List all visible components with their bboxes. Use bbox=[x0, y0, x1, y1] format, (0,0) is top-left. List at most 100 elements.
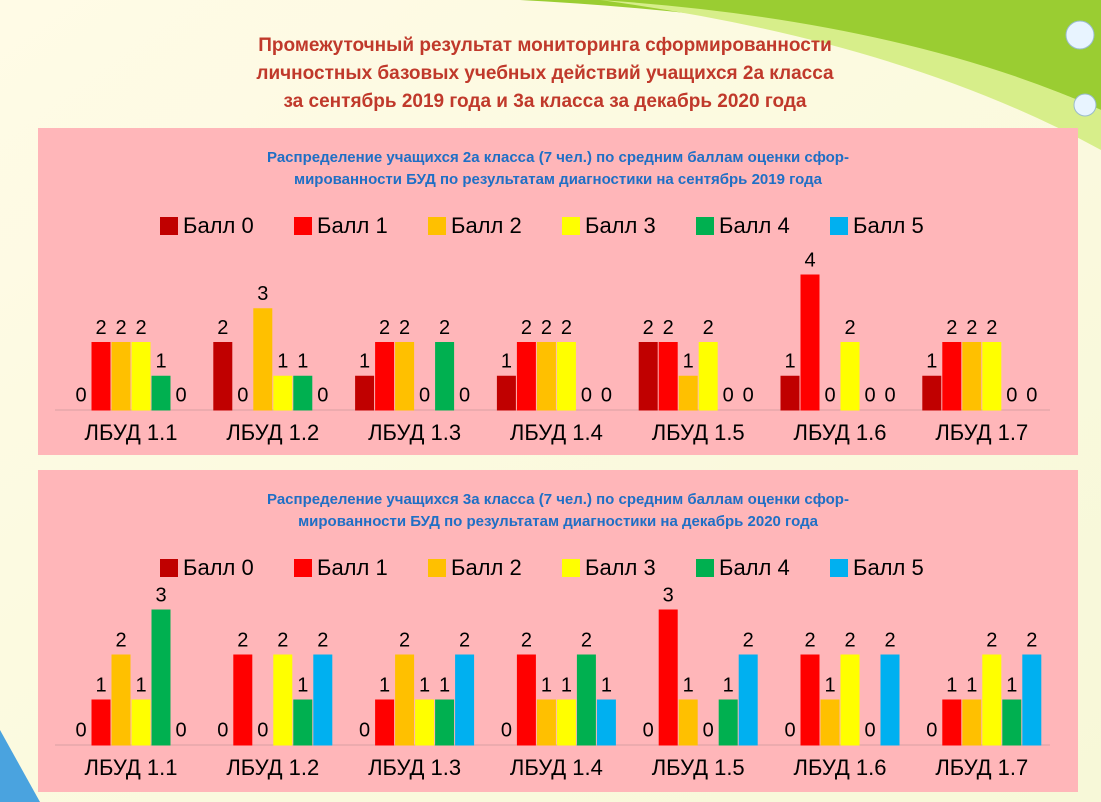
chart-title: мированности БУД по результатам диагност… bbox=[298, 513, 819, 530]
bar bbox=[151, 375, 171, 411]
bar bbox=[233, 654, 253, 746]
data-label: 0 bbox=[864, 719, 875, 741]
data-label: 1 bbox=[1006, 674, 1017, 696]
bar bbox=[435, 699, 455, 746]
bar bbox=[516, 342, 536, 411]
data-label: 2 bbox=[986, 317, 997, 339]
legend-label: Балл 3 bbox=[585, 555, 656, 580]
data-label: 0 bbox=[601, 384, 612, 406]
data-label: 1 bbox=[297, 351, 308, 373]
slide-title: личностных базовых учебных действий учащ… bbox=[256, 63, 834, 84]
data-label: 2 bbox=[379, 317, 390, 339]
data-label: 0 bbox=[884, 384, 895, 406]
data-label: 3 bbox=[155, 584, 166, 606]
bar bbox=[536, 699, 556, 746]
data-label: 2 bbox=[439, 317, 450, 339]
legend-swatch bbox=[830, 559, 848, 577]
data-label: 2 bbox=[966, 317, 977, 339]
x-tick-label: ЛБУД 1.4 bbox=[510, 755, 603, 780]
bar bbox=[355, 375, 375, 411]
bar bbox=[253, 308, 273, 411]
bar bbox=[800, 654, 820, 746]
bar bbox=[658, 342, 678, 411]
data-label: 0 bbox=[581, 384, 592, 406]
bar bbox=[375, 342, 395, 411]
bar bbox=[273, 654, 293, 746]
data-label: 2 bbox=[135, 317, 146, 339]
slide-title: за сентябрь 2019 года и 3а класса за дек… bbox=[283, 91, 806, 112]
data-label: 1 bbox=[541, 674, 552, 696]
x-tick-label: ЛБУД 1.2 bbox=[226, 420, 319, 445]
data-label: 0 bbox=[864, 384, 875, 406]
legend-swatch bbox=[428, 217, 446, 235]
x-tick-label: ЛБУД 1.1 bbox=[85, 755, 178, 780]
data-label: 2 bbox=[663, 317, 674, 339]
bar bbox=[273, 375, 293, 411]
bar bbox=[556, 342, 576, 411]
legend-swatch bbox=[428, 559, 446, 577]
data-label: 0 bbox=[359, 719, 370, 741]
x-tick-label: ЛБУД 1.4 bbox=[510, 420, 603, 445]
x-tick-label: ЛБУД 1.3 bbox=[368, 755, 461, 780]
legend-label: Балл 3 bbox=[585, 213, 656, 238]
bar bbox=[131, 699, 151, 746]
bar bbox=[91, 342, 111, 411]
data-label: 0 bbox=[643, 719, 654, 741]
data-label: 2 bbox=[541, 317, 552, 339]
x-tick-label: ЛБУД 1.7 bbox=[935, 420, 1028, 445]
bar bbox=[395, 342, 415, 411]
data-label: 2 bbox=[399, 629, 410, 651]
legend-label: Балл 4 bbox=[719, 213, 790, 238]
decor-swoosh bbox=[520, 0, 1101, 110]
decor-swoosh-light bbox=[600, 0, 1101, 150]
bar bbox=[638, 342, 658, 411]
bar bbox=[435, 342, 455, 411]
bar bbox=[800, 274, 820, 411]
data-label: 1 bbox=[95, 674, 106, 696]
legend-swatch bbox=[294, 217, 312, 235]
bar bbox=[880, 654, 900, 746]
legend-label: Балл 5 bbox=[853, 555, 924, 580]
data-label: 0 bbox=[217, 719, 228, 741]
data-label: 2 bbox=[1026, 629, 1037, 651]
data-label: 1 bbox=[946, 674, 957, 696]
legend-swatch bbox=[160, 559, 178, 577]
data-label: 1 bbox=[297, 674, 308, 696]
data-label: 1 bbox=[439, 674, 450, 696]
data-label: 1 bbox=[601, 674, 612, 696]
slide-title: Промежуточный результат мониторинга сфор… bbox=[258, 35, 832, 56]
bar bbox=[131, 342, 151, 411]
data-label: 2 bbox=[743, 629, 754, 651]
bar bbox=[678, 375, 698, 411]
data-label: 1 bbox=[683, 351, 694, 373]
data-label: 2 bbox=[986, 629, 997, 651]
x-tick-label: ЛБУД 1.6 bbox=[794, 755, 887, 780]
bar bbox=[982, 342, 1002, 411]
bar bbox=[718, 699, 738, 746]
data-label: 2 bbox=[317, 629, 328, 651]
x-tick-label: ЛБУД 1.3 bbox=[368, 420, 461, 445]
x-tick-label: ЛБУД 1.5 bbox=[652, 755, 745, 780]
bar bbox=[415, 699, 435, 746]
data-label: 1 bbox=[926, 351, 937, 373]
legend-swatch bbox=[696, 559, 714, 577]
bar bbox=[678, 699, 698, 746]
bar bbox=[596, 699, 616, 746]
data-label: 2 bbox=[459, 629, 470, 651]
data-label: 1 bbox=[784, 351, 795, 373]
x-tick-label: ЛБУД 1.1 bbox=[85, 420, 178, 445]
bar bbox=[820, 699, 840, 746]
bar bbox=[840, 342, 860, 411]
legend-label: Балл 0 bbox=[183, 213, 254, 238]
legend-swatch bbox=[830, 217, 848, 235]
data-label: 2 bbox=[217, 317, 228, 339]
data-label: 2 bbox=[95, 317, 106, 339]
bar bbox=[942, 699, 962, 746]
legend-label: Балл 2 bbox=[451, 213, 522, 238]
data-label: 2 bbox=[804, 629, 815, 651]
data-label: 2 bbox=[277, 629, 288, 651]
data-label: 0 bbox=[1006, 384, 1017, 406]
data-label: 0 bbox=[743, 384, 754, 406]
data-label: 2 bbox=[581, 629, 592, 651]
